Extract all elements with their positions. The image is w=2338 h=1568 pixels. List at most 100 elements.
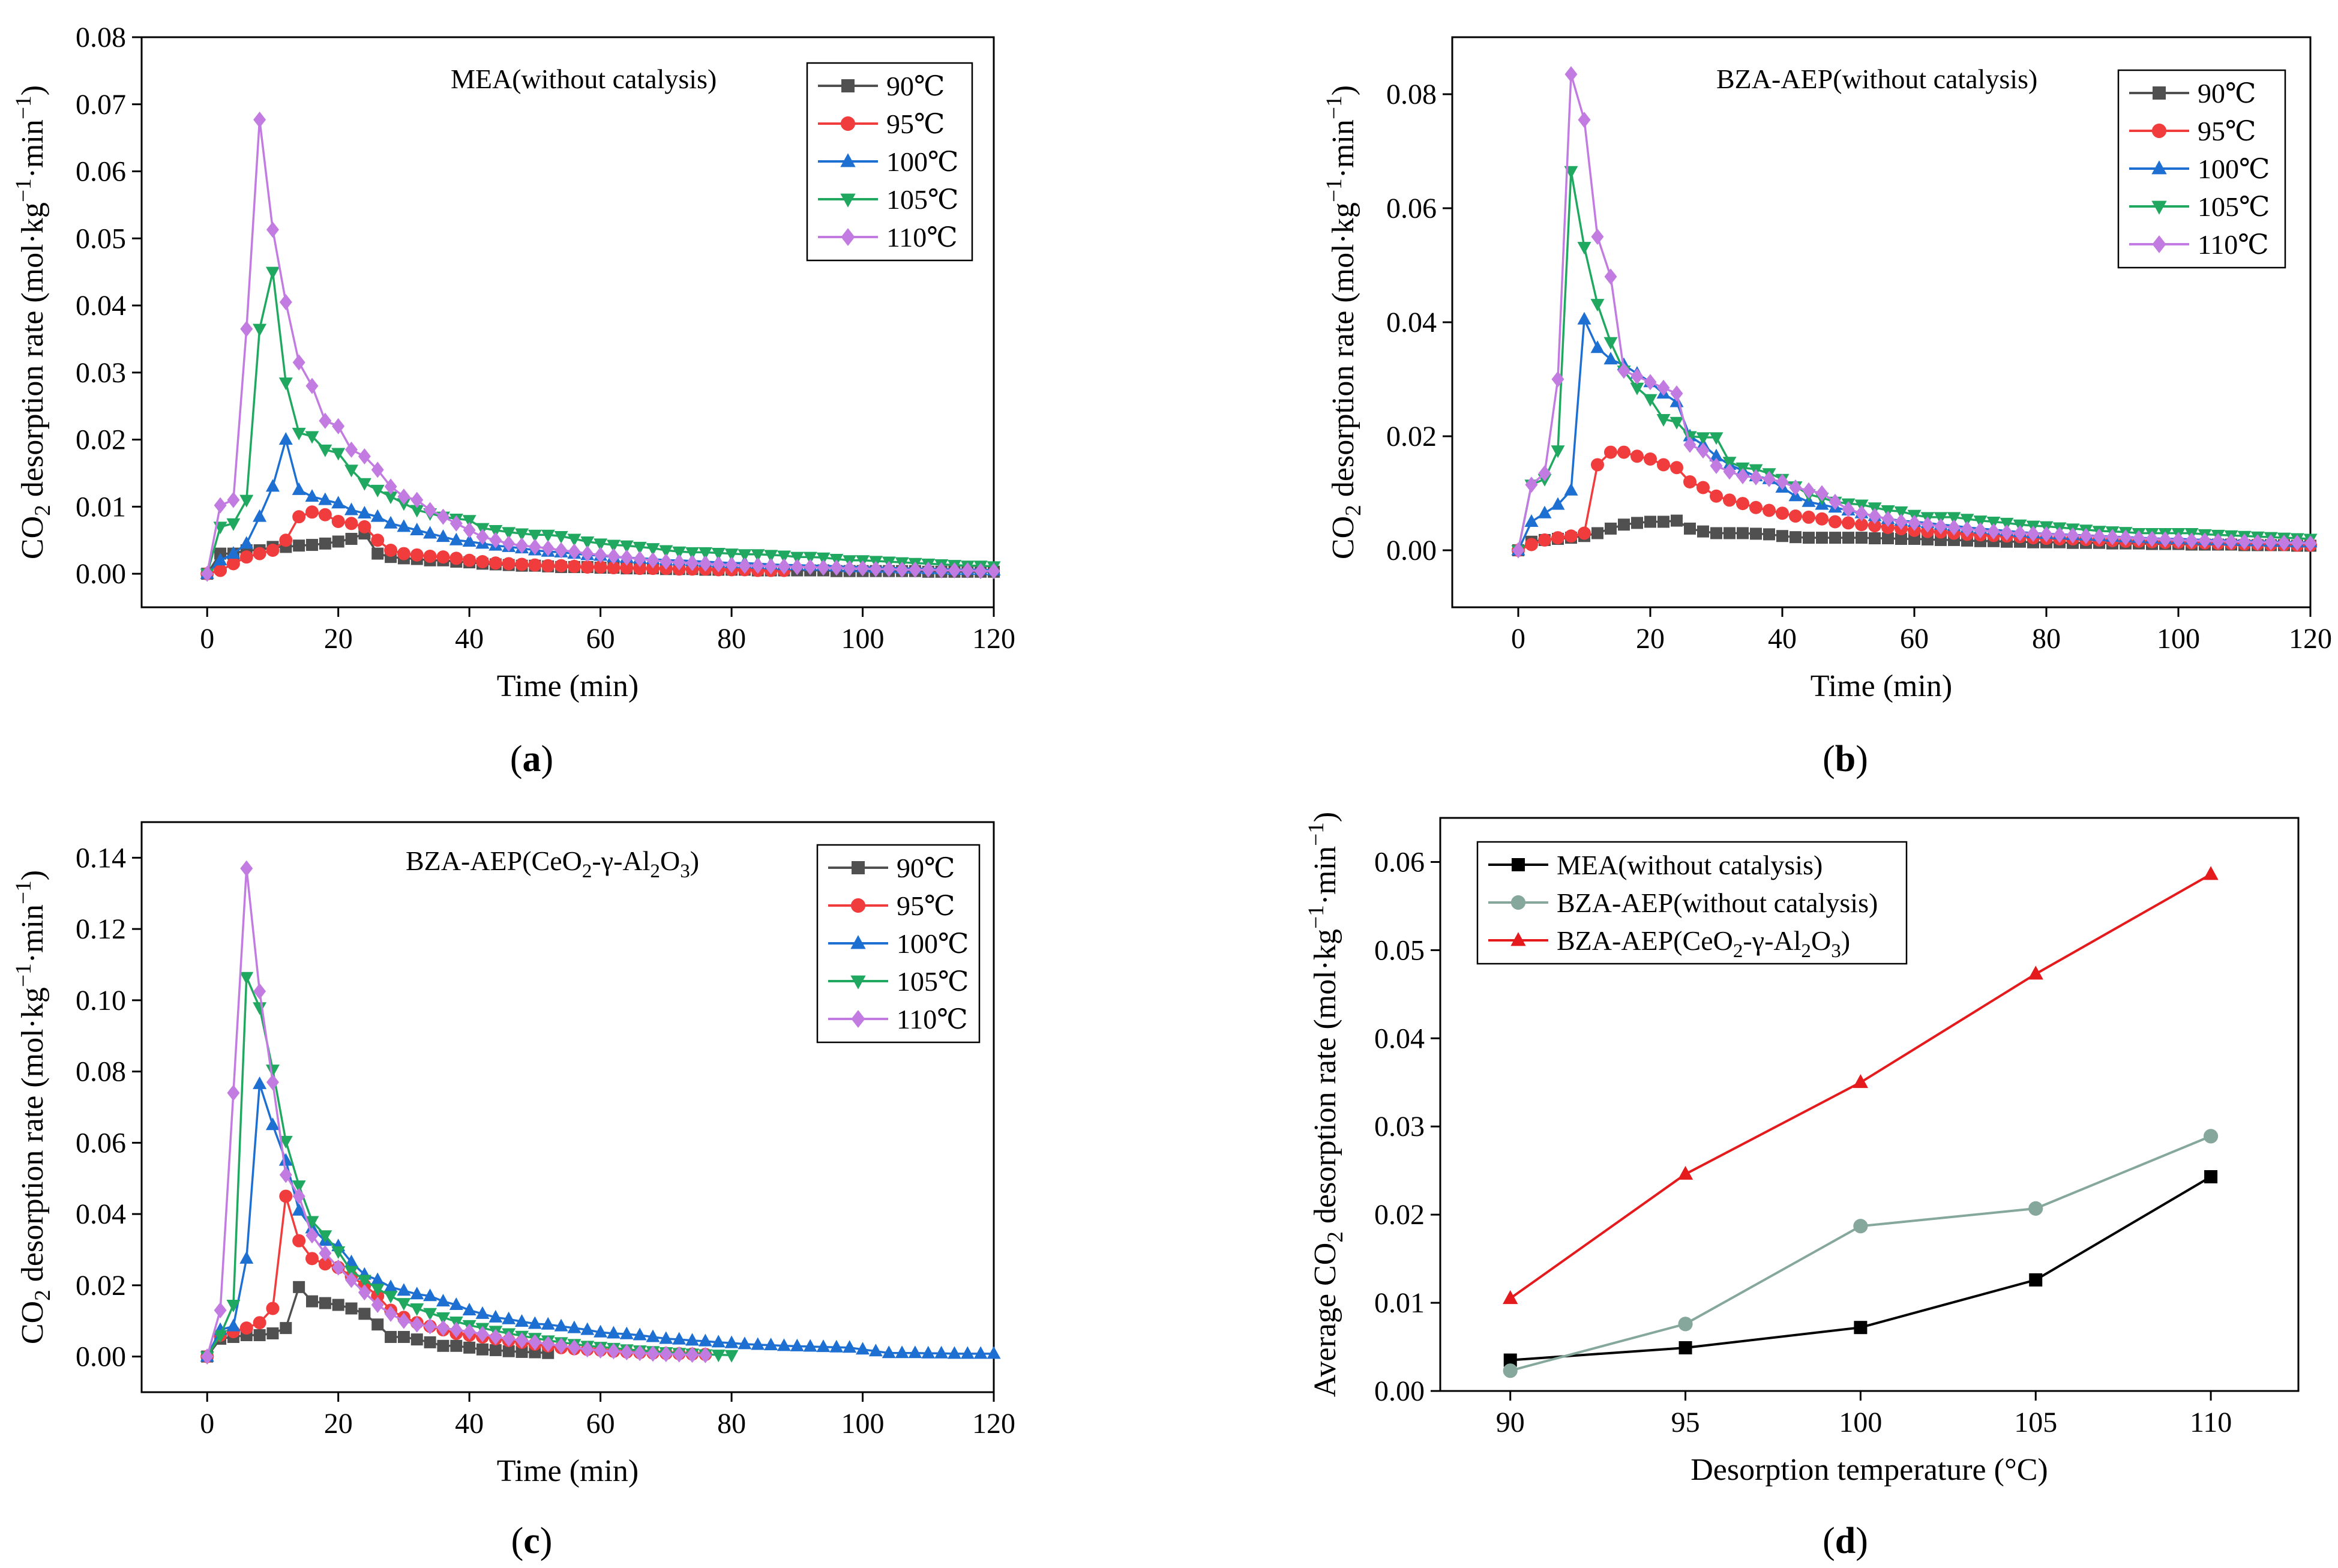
data-point (384, 478, 397, 495)
data-point (319, 1245, 332, 1261)
data-point (332, 535, 344, 548)
data-point (764, 1338, 778, 1351)
text-part: 2 (1323, 1231, 1348, 1243)
data-point (1591, 229, 1604, 245)
data-point (227, 1084, 240, 1101)
data-point (292, 354, 305, 371)
data-point (292, 510, 306, 524)
data-point (397, 1298, 411, 1311)
data-point (541, 1317, 555, 1330)
data-point (449, 551, 463, 565)
data-point (239, 494, 254, 508)
panel-title: BZA-AEP(without catalysis) (1716, 64, 2037, 94)
y-tick-label: 0.00 (1374, 1375, 1425, 1407)
data-point (581, 1341, 594, 1358)
data-point (253, 1076, 267, 1089)
data-point (489, 1344, 502, 1356)
data-point (344, 464, 359, 478)
text-part: b (1835, 739, 1856, 779)
data-point (1934, 518, 1947, 535)
legend-label: 100℃ (897, 928, 969, 959)
data-point (383, 515, 398, 529)
data-point (488, 524, 503, 538)
text-part: ) (1326, 85, 1360, 95)
data-point (476, 1343, 488, 1356)
data-point (489, 532, 502, 548)
data-point (397, 488, 410, 505)
legend-label: 110℃ (897, 1004, 968, 1035)
data-point (1537, 505, 1552, 518)
data-point (1749, 500, 1763, 514)
legend-marker (2152, 235, 2166, 253)
data-point (1503, 1363, 1518, 1378)
x-axis-title: Desorption temperature (°C) (1690, 1453, 2048, 1487)
data-point (934, 1345, 949, 1359)
data-point (2203, 866, 2219, 880)
data-point (1986, 517, 2001, 529)
data-point (2027, 525, 2040, 542)
text-part: Average CO (1308, 1243, 1342, 1398)
y-tick-label: 0.06 (76, 156, 126, 188)
data-point (594, 538, 608, 551)
data-point (843, 1340, 857, 1353)
data-point (319, 537, 331, 550)
data-point (305, 1216, 319, 1229)
data-point (319, 412, 332, 429)
data-point (1789, 479, 1802, 496)
data-point (935, 562, 948, 579)
legend-marker (2151, 200, 2167, 215)
data-point (384, 1305, 397, 1322)
data-point (633, 1345, 646, 1362)
y-tick-label: 0.04 (1374, 1023, 1425, 1054)
data-point (2093, 528, 2106, 545)
data-point (1895, 514, 1908, 530)
text-part: ) (690, 846, 699, 876)
data-point (305, 489, 319, 502)
data-point (686, 554, 699, 571)
series-0 (1503, 1170, 2218, 1367)
y-tick-label: 0.02 (1374, 1199, 1425, 1231)
data-point (790, 1338, 804, 1351)
data-point (370, 1284, 385, 1297)
data-point (1803, 532, 1815, 544)
data-point (2145, 530, 2159, 547)
data-point (253, 323, 267, 337)
data-point (1853, 1074, 1869, 1089)
data-point (1564, 529, 1578, 543)
data-point (1855, 518, 1868, 532)
legend-marker (2153, 86, 2166, 100)
data-point (319, 1297, 331, 1309)
panel-label: (d) (1823, 1521, 1868, 1561)
data-point (2029, 1273, 2043, 1287)
data-point (1697, 525, 1709, 538)
data-point (279, 293, 292, 310)
data-point (239, 536, 254, 549)
data-point (476, 555, 489, 568)
data-point (423, 1288, 437, 1302)
data-point (1683, 436, 1696, 453)
data-point (1722, 457, 1737, 470)
x-tick-label: 60 (1900, 623, 1929, 655)
data-point (790, 559, 804, 575)
y-axis-title: CO2 desorption rate (mol·kg−1·min−1) (11, 85, 55, 559)
data-point (240, 320, 253, 337)
data-point (357, 1275, 371, 1288)
plot-frame (140, 821, 995, 1393)
data-point (1750, 527, 1762, 540)
series-line (1510, 1135, 2211, 1372)
data-point (410, 491, 424, 508)
text-part: desorption rate (mol·kg (16, 202, 50, 505)
text-part: 2 (1733, 940, 1743, 962)
data-point (1656, 414, 1671, 427)
data-point (371, 1318, 384, 1331)
data-point (305, 1227, 319, 1244)
data-point (226, 518, 241, 531)
text-part: ( (510, 739, 523, 779)
data-point (423, 1308, 437, 1321)
data-point (502, 557, 515, 571)
data-point (646, 1345, 660, 1362)
data-point (987, 1346, 1001, 1359)
legend-marker (2151, 160, 2167, 175)
data-point (554, 542, 568, 559)
